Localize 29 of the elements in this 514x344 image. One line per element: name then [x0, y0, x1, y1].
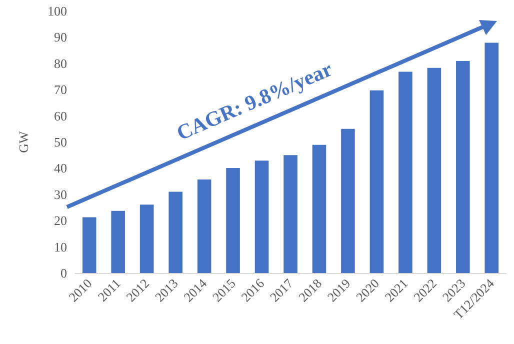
y-tick-label: 0: [60, 266, 67, 280]
bar: [456, 61, 470, 273]
bar: [226, 168, 240, 273]
y-tick-label: 20: [54, 213, 67, 228]
bar: [484, 42, 499, 273]
bar: [341, 128, 355, 273]
bar: [168, 192, 182, 273]
bar: [312, 144, 326, 273]
y-axis-title: GW: [16, 130, 31, 153]
bar: [370, 90, 384, 273]
bar: [197, 179, 212, 273]
y-tick-label: 40: [54, 160, 67, 176]
bar: [254, 160, 269, 273]
bar: [140, 204, 154, 273]
x-tick-label: 2021: [382, 276, 411, 305]
y-tick-label: 100: [48, 4, 67, 18]
y-tick-label: 50: [54, 134, 67, 150]
y-tick-label: 80: [54, 56, 67, 71]
y-tick-label: 90: [54, 30, 67, 45]
bar: [111, 210, 125, 273]
bar: [398, 72, 412, 273]
y-tick-label: 70: [54, 82, 67, 98]
y-tick-label: 10: [54, 239, 67, 254]
bar: [427, 68, 442, 273]
y-tick-label: 60: [54, 108, 67, 124]
bar: [284, 155, 298, 273]
y-tick-label: 30: [54, 186, 67, 202]
bar: [82, 217, 96, 273]
x-tick-label: 2011: [94, 276, 124, 304]
